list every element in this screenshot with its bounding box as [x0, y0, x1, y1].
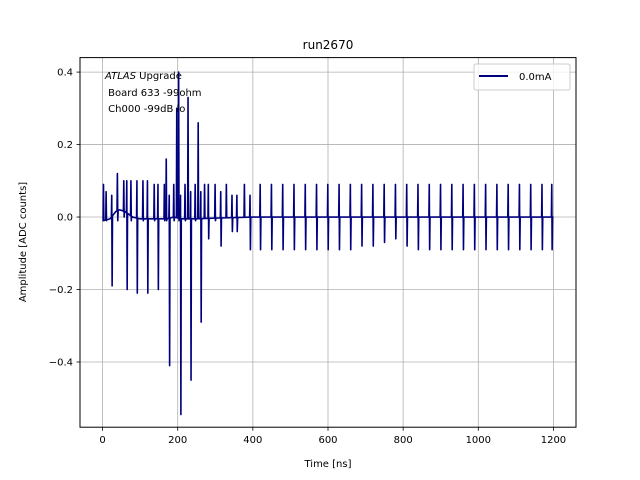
series-spike — [461, 183, 465, 251]
series-spike — [219, 190, 223, 247]
series-spike — [394, 183, 397, 240]
series-spike — [450, 183, 454, 251]
series-baseline — [102, 208, 554, 222]
x-tick-label: 400 — [243, 435, 262, 446]
series-spike — [383, 183, 386, 244]
series-spike — [416, 183, 420, 251]
series-spike — [156, 183, 160, 291]
series-spike — [203, 183, 207, 219]
series-spike — [518, 183, 521, 251]
annotation-board: Board 633 -99ohm — [105, 88, 202, 99]
chart-title: run2670 — [303, 38, 354, 52]
y-tick-label: −0.4 — [49, 357, 73, 368]
series-spike — [175, 107, 179, 219]
annotation-atlas: ATLAS — [104, 71, 137, 82]
legend: 0.0mA — [473, 63, 571, 91]
x-tick-label: 1000 — [466, 435, 491, 446]
series-spike — [484, 183, 488, 251]
series-spike — [529, 183, 533, 251]
series-spike — [104, 190, 108, 222]
series-spike — [428, 183, 431, 251]
series-spike — [550, 183, 554, 251]
series-spike — [371, 183, 375, 247]
y-tick-label: −0.2 — [49, 285, 73, 296]
series-spike — [349, 183, 352, 251]
series-spike — [315, 183, 319, 251]
y-axis: −0.4 −0.2 0.0 0.2 0.4 — [49, 68, 80, 368]
legend-box — [473, 63, 571, 91]
legend-label: 0.0mA — [519, 72, 552, 83]
series-spike — [213, 183, 217, 222]
series-layer — [102, 71, 554, 416]
series-spike — [189, 190, 193, 381]
series-spike — [360, 183, 364, 247]
x-axis-label: Time [ns] — [303, 459, 351, 470]
y-tick-label: 0.0 — [57, 213, 73, 224]
series-spike — [337, 183, 341, 251]
series-spike — [153, 183, 156, 222]
series-spike — [248, 194, 252, 251]
series-spike — [540, 183, 544, 251]
series-spike — [135, 180, 139, 294]
series-spike — [163, 183, 166, 222]
series-spike — [102, 183, 105, 222]
x-tick-label: 800 — [394, 435, 413, 446]
series-spike — [197, 122, 200, 219]
series-spike — [146, 180, 149, 294]
series-spike — [199, 190, 203, 323]
series-spike — [125, 180, 129, 291]
series-spike — [179, 194, 183, 416]
y-tick-label: 0.4 — [57, 68, 73, 79]
series-spike — [230, 194, 234, 233]
series-spike — [292, 183, 296, 251]
series-spike — [270, 183, 273, 251]
series-spike — [186, 96, 190, 220]
series-spike — [225, 183, 228, 219]
series-spike — [439, 183, 443, 251]
annotation-channel: Ch000 -99dB lo — [105, 104, 185, 115]
x-axis: 0 200 400 600 800 1000 1200 — [99, 427, 566, 446]
series-spike — [243, 183, 246, 218]
svg-text:ATLAS Upgrade: ATLAS Upgrade — [104, 71, 182, 82]
x-tick-label: 1200 — [541, 435, 566, 446]
y-axis-label: Amplitude [ADC counts] — [18, 182, 29, 302]
series-spike — [405, 183, 409, 247]
annotation: ATLAS Upgrade Board 633 -99ohm Ch000 -99… — [104, 71, 202, 115]
series-spike — [235, 194, 239, 233]
series-spike — [473, 183, 476, 251]
series-spike — [304, 183, 307, 251]
series-spike — [183, 183, 187, 222]
series-spike — [507, 183, 510, 251]
series-spike — [207, 183, 210, 240]
series-spike — [122, 180, 126, 218]
series-spike — [165, 158, 168, 222]
x-tick-label: 0 — [99, 435, 105, 446]
series-0.0mA — [102, 71, 554, 416]
series-spike — [259, 183, 262, 251]
series-spike — [110, 194, 114, 287]
series-spike — [129, 180, 133, 222]
series-spike — [116, 172, 119, 222]
annotation-upgrade: Upgrade — [136, 71, 182, 82]
series-spike — [168, 194, 171, 367]
series-spike — [141, 180, 145, 222]
y-tick-label: 0.2 — [57, 140, 73, 151]
series-spike — [495, 183, 499, 251]
series-spike — [281, 183, 285, 251]
series-spike — [177, 71, 181, 222]
x-tick-label: 200 — [168, 435, 187, 446]
series-spike — [326, 183, 330, 251]
x-tick-label: 600 — [318, 435, 337, 446]
series-spike — [193, 183, 197, 222]
series-spike — [172, 183, 176, 222]
